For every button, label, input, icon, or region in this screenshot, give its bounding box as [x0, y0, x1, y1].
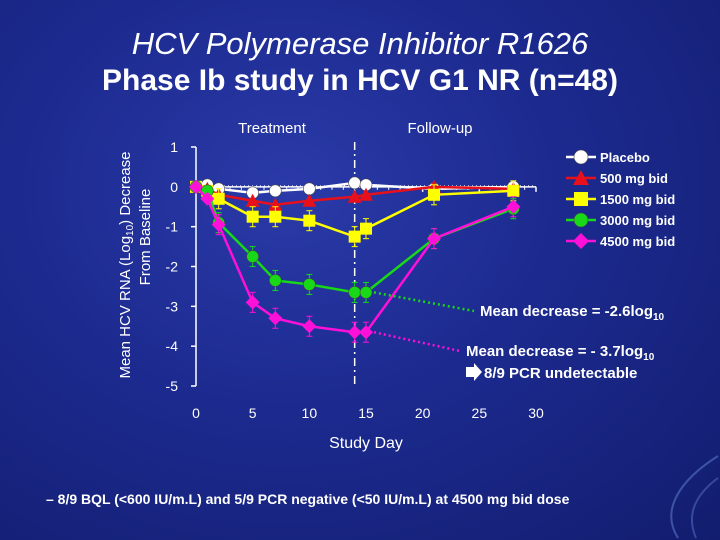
- x-tick-label: 25: [472, 405, 488, 421]
- marker-diamond: [245, 295, 260, 310]
- annotation-text-line2: 8/9 PCR undetectable: [484, 365, 637, 382]
- marker-circle: [269, 274, 282, 287]
- marker-circle: [348, 176, 361, 190]
- y-axis-label-line2: From Baseline: [137, 189, 154, 286]
- marker-square: [360, 222, 372, 235]
- marker-square: [507, 184, 520, 197]
- marker-diamond: [347, 325, 362, 340]
- phase-label-followup: Follow-up: [407, 120, 472, 137]
- annotation-leader: [373, 291, 475, 313]
- marker-circle: [303, 182, 316, 196]
- marker-circle: [269, 184, 282, 198]
- corner-swoosh-logo: [670, 455, 719, 539]
- marker-circle: [348, 286, 361, 299]
- marker-square: [246, 210, 259, 223]
- x-tick-label: 20: [415, 405, 431, 421]
- marker-circle: [303, 278, 316, 291]
- annotation-text: Mean decrease = - 3.7log10: [466, 343, 655, 363]
- y-tick-label: -2: [166, 259, 179, 275]
- legend-label: 3000 mg bid: [600, 213, 675, 228]
- marker-diamond: [268, 311, 283, 326]
- chart-series: [189, 176, 521, 343]
- legend-label: 4500 mg bid: [600, 234, 675, 249]
- marker-triangle: [268, 197, 283, 211]
- arrow-icon: [466, 363, 482, 381]
- marker-square: [212, 192, 225, 205]
- y-tick-label: 1: [170, 139, 178, 155]
- chart-legend: Placebo 500 mg bid 1500 mg bid 3000 mg bid 4…: [566, 149, 675, 249]
- x-axis-label: Study Day: [329, 435, 403, 452]
- marker-square: [428, 188, 440, 201]
- phase-label-treatment: Treatment: [238, 120, 307, 137]
- marker-diamond: [573, 233, 589, 249]
- marker-circle: [573, 212, 589, 228]
- annotation-text: Mean decrease = -2.6log10: [480, 303, 665, 323]
- marker-square: [574, 192, 588, 206]
- legend-label: 1500 mg bid: [600, 192, 675, 207]
- y-tick-label: -3: [166, 298, 179, 314]
- y-tick-label: 0: [170, 179, 178, 195]
- marker-triangle: [302, 193, 317, 207]
- series-line: [195, 185, 514, 334]
- marker-square: [269, 210, 282, 223]
- x-tick-label: 0: [192, 405, 200, 421]
- y-tick-label: -5: [166, 378, 179, 394]
- marker-diamond: [189, 179, 203, 194]
- legend-label: Placebo: [600, 150, 650, 165]
- x-tick-label: 30: [528, 405, 544, 421]
- marker-diamond: [302, 319, 317, 334]
- marker-circle: [246, 250, 259, 263]
- title-line2: Phase Ib study in HCV G1 NR (n=48): [102, 64, 618, 97]
- y-axis-label-line1: Mean HCV RNA (Log10) Decrease: [117, 151, 136, 378]
- legend-label: 500 mg bid: [600, 171, 668, 186]
- marker-diamond: [211, 217, 226, 232]
- marker-triangle: [573, 170, 589, 185]
- marker-diamond: [200, 191, 215, 206]
- chart-annotations: Mean decrease = -2.6log10 Mean decrease =…: [373, 291, 665, 382]
- marker-triangle: [245, 193, 260, 207]
- marker-square: [303, 214, 316, 227]
- y-tick-label: -4: [166, 338, 179, 354]
- marker-circle: [359, 286, 373, 299]
- series-line: [195, 185, 514, 294]
- marker-diamond: [359, 325, 373, 340]
- marker-triangle: [347, 189, 362, 203]
- y-tick-label: -1: [166, 219, 179, 235]
- x-tick-label: 5: [249, 405, 257, 421]
- annotation-leader: [373, 331, 461, 353]
- marker-diamond: [427, 231, 441, 246]
- footnote: – 8/9 BQL (<600 IU/m.L) and 5/9 PCR nega…: [46, 491, 570, 507]
- series-4500-mg-bid: [189, 179, 521, 343]
- marker-square: [348, 230, 361, 243]
- x-tick-label: 10: [302, 405, 318, 421]
- marker-triangle: [359, 187, 373, 201]
- title-line1: HCV Polymerase Inhibitor R1626: [131, 26, 589, 61]
- marker-circle: [573, 149, 589, 165]
- marker-diamond: [506, 199, 521, 214]
- x-tick-label: 15: [358, 405, 374, 421]
